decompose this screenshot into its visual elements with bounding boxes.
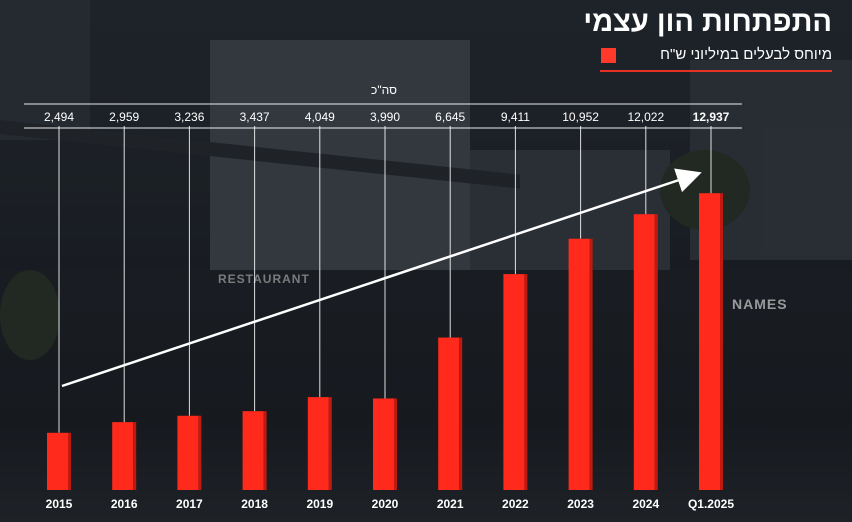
trend-arrow — [61, 168, 702, 388]
bar-side — [654, 214, 658, 490]
bar-2021 — [438, 337, 460, 490]
x-tick-label: 2017 — [176, 497, 203, 511]
value-label: 12,937 — [692, 110, 730, 124]
bar-side — [459, 337, 463, 490]
x-tick-label: 2021 — [436, 497, 464, 511]
bar-2015 — [47, 432, 68, 490]
bar-side — [328, 397, 332, 490]
names-sign: NAMES — [732, 296, 788, 312]
value-label: 4,049 — [304, 110, 335, 124]
subtitle-underline — [600, 70, 832, 72]
value-label: 9,411 — [500, 110, 530, 124]
x-tick-label: 2022 — [502, 497, 529, 511]
bar-side — [198, 415, 202, 490]
value-label: 12,022 — [627, 110, 665, 124]
background-building — [0, 0, 90, 140]
bar-2020 — [373, 398, 394, 490]
value-label: 10,952 — [562, 110, 599, 124]
bar-side — [263, 411, 267, 490]
value-label: 6,645 — [435, 110, 466, 124]
background-tree — [0, 270, 60, 360]
bar-side — [394, 398, 397, 490]
x-tick-label: Q1.2025 — [687, 497, 735, 511]
bar-2024 — [633, 214, 655, 490]
x-tick-label: 2018 — [241, 497, 268, 511]
bar-2019 — [307, 397, 329, 490]
value-label: 3,437 — [239, 110, 270, 124]
x-tick-label: 2023 — [567, 497, 594, 511]
x-tick-label: 2019 — [306, 497, 334, 511]
restaurant-sign: RESTAURANT — [218, 272, 310, 286]
bar-side — [524, 274, 528, 490]
bar-side — [133, 422, 137, 490]
x-tick-label: 2016 — [110, 497, 138, 511]
x-tick-label: 2015 — [45, 497, 73, 511]
chart-title: התפתחות הון עצמי — [583, 6, 832, 38]
value-label: 2,959 — [109, 110, 140, 124]
total-row-label: סה"כ — [371, 83, 397, 97]
bar-side — [68, 432, 71, 490]
chart-subtitle: מיוחס לבעלים במיליוני ש"ח — [660, 46, 832, 63]
bar-Q1.2025 — [699, 193, 720, 490]
value-label: 3,990 — [369, 110, 401, 124]
bar-side — [720, 193, 723, 490]
bar-2016 — [112, 422, 134, 490]
bar-2023 — [568, 238, 590, 490]
legend-swatch — [601, 48, 616, 63]
x-tick-label: 2020 — [371, 497, 399, 511]
bar-2017 — [177, 415, 199, 490]
value-label: 3,236 — [174, 110, 205, 124]
x-tick-label: 2024 — [632, 497, 660, 511]
bar-2022 — [503, 274, 525, 490]
value-label: 2,494 — [43, 110, 75, 124]
bar-2018 — [242, 411, 264, 490]
bar-side — [589, 238, 593, 490]
